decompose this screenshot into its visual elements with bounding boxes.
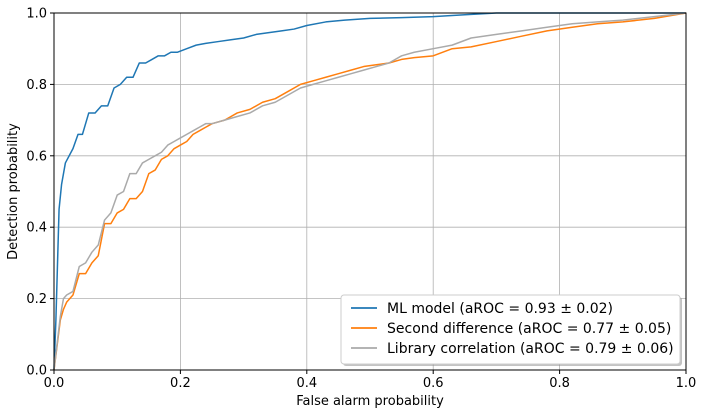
y-tick-label: 0.0 [26,364,47,379]
series-line-2 [53,12,687,371]
legend-box [340,294,681,365]
x-tick-label: 0.8 [549,376,570,391]
y-tick-label: 0.8 [26,78,47,93]
x-tick-label: 1.0 [676,376,697,391]
y-tick-label: 0.4 [26,221,47,236]
legend-label-0: ML model (aROC = 0.93 ± 0.02) [387,301,613,317]
x-tick-label: 0.0 [44,376,65,391]
y-tick-label: 0.2 [26,292,47,307]
plot-frame [53,12,687,371]
x-tick-label: 0.4 [296,376,317,391]
x-tick-label: 0.2 [170,376,191,391]
legend-label-2: Library correlation (aROC = 0.79 ± 0.06) [387,341,674,357]
series-line-0 [53,12,686,371]
series-layer [53,12,687,371]
legend-label-1: Second difference (aROC = 0.77 ± 0.05) [387,321,671,337]
y-axis-label: Detection probability [6,123,21,260]
axis-ticks: 0.0 0.2 0.4 0.6 0.8 1.0 0.0 0.2 0.4 0.6 0.8 1.0 [26,7,696,392]
y-tick-label: 0.6 [26,149,47,164]
x-tick-label: 0.6 [423,376,444,391]
legend: ML model (aROC = 0.93 ± 0.02) Second diff… [340,294,682,366]
x-axis-label: False alarm probability [296,394,444,409]
y-tick-label: 1.0 [26,7,47,22]
